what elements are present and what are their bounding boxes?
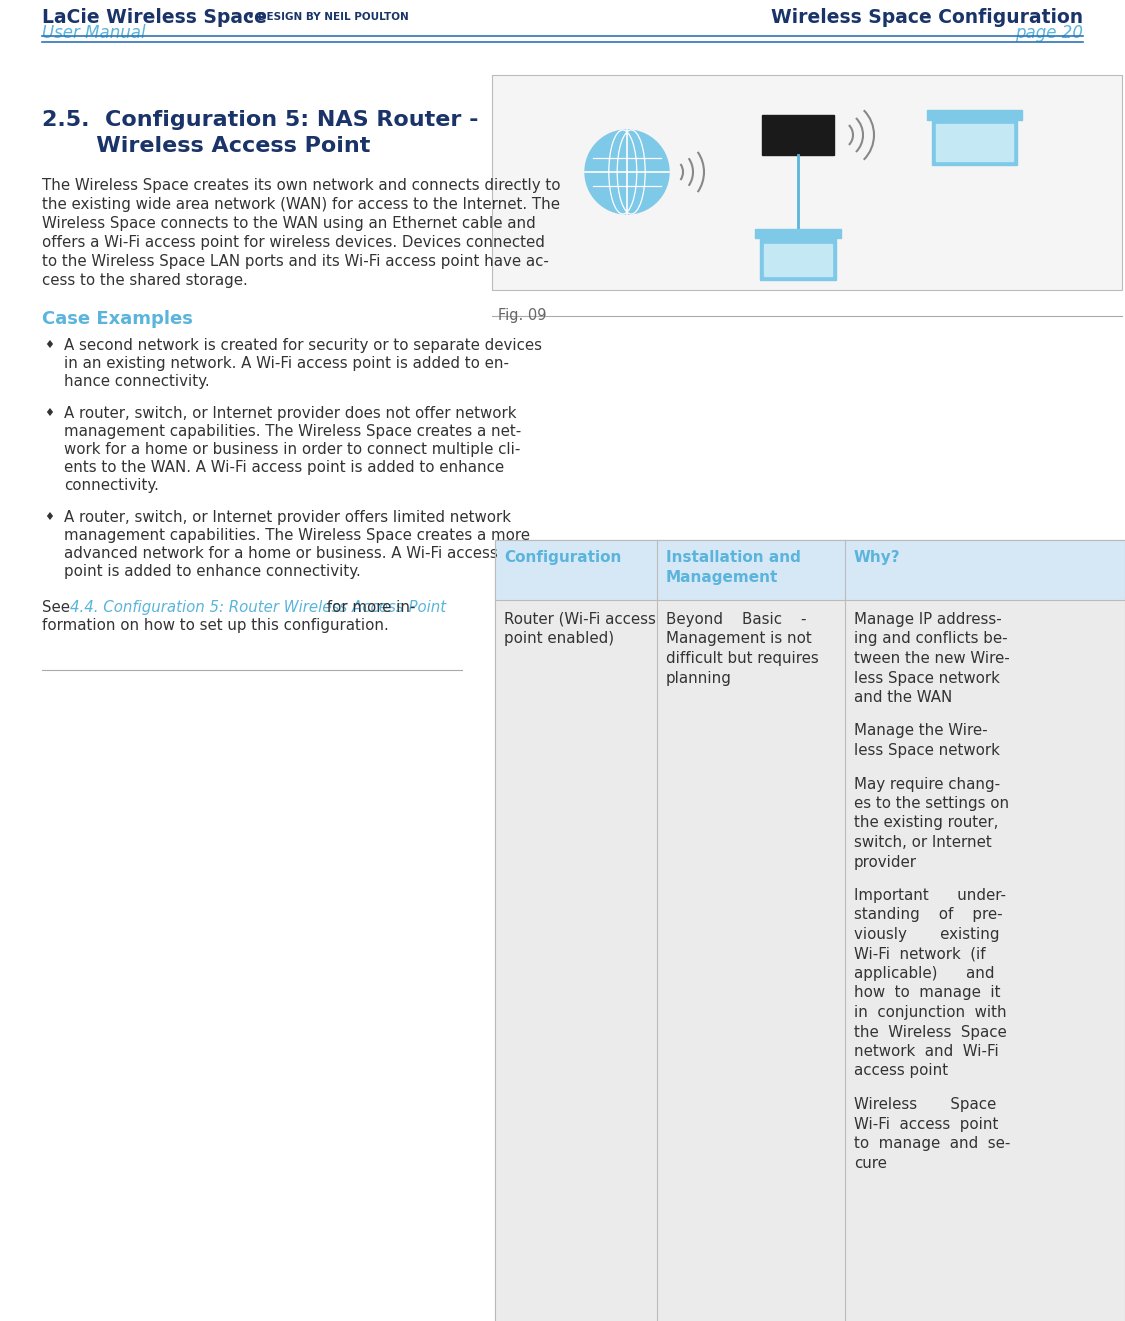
Text: Beyond    Basic    -: Beyond Basic - bbox=[666, 612, 807, 627]
Text: provider: provider bbox=[854, 855, 917, 869]
Text: Manage IP address-: Manage IP address- bbox=[854, 612, 1001, 627]
Text: Important      under-: Important under- bbox=[854, 888, 1006, 904]
Text: Case Examples: Case Examples bbox=[42, 310, 192, 328]
Text: management capabilities. The Wireless Space creates a more: management capabilities. The Wireless Sp… bbox=[64, 528, 530, 543]
Text: ing and conflicts be-: ing and conflicts be- bbox=[854, 631, 1008, 646]
Text: Wireless       Space: Wireless Space bbox=[854, 1096, 997, 1112]
Text: A second network is created for security or to separate devices: A second network is created for security… bbox=[64, 338, 542, 353]
Text: User Manual: User Manual bbox=[42, 24, 145, 42]
Bar bbox=[495, 540, 1125, 600]
Text: Router (Wi-Fi access: Router (Wi-Fi access bbox=[504, 612, 656, 627]
Text: See: See bbox=[42, 600, 74, 616]
Text: work for a home or business in order to connect multiple cli-: work for a home or business in order to … bbox=[64, 443, 521, 457]
Text: switch, or Internet: switch, or Internet bbox=[854, 835, 992, 849]
Text: the existing router,: the existing router, bbox=[854, 815, 998, 831]
Text: formation on how to set up this configuration.: formation on how to set up this configur… bbox=[42, 618, 389, 633]
Text: point enabled): point enabled) bbox=[504, 631, 614, 646]
Text: and the WAN: and the WAN bbox=[854, 690, 952, 705]
Text: Wi-Fi  access  point: Wi-Fi access point bbox=[854, 1116, 998, 1132]
Text: difficult but requires: difficult but requires bbox=[666, 651, 819, 666]
Text: ents to the WAN. A Wi-Fi access point is added to enhance: ents to the WAN. A Wi-Fi access point is… bbox=[64, 460, 504, 476]
Text: connectivity.: connectivity. bbox=[64, 478, 159, 493]
Text: point is added to enhance connectivity.: point is added to enhance connectivity. bbox=[64, 564, 361, 579]
Text: cure: cure bbox=[854, 1156, 886, 1170]
Text: Manage the Wire-: Manage the Wire- bbox=[854, 724, 988, 738]
Text: Management: Management bbox=[666, 569, 778, 585]
Bar bbox=[495, 540, 1125, 1321]
Text: offers a Wi-Fi access point for wireless devices. Devices connected: offers a Wi-Fi access point for wireless… bbox=[42, 235, 544, 250]
Bar bbox=[936, 124, 1013, 161]
Text: access point: access point bbox=[854, 1063, 948, 1078]
Text: Wi-Fi  network  (if: Wi-Fi network (if bbox=[854, 947, 986, 962]
Bar bbox=[495, 600, 1125, 1321]
Text: to  manage  and  se-: to manage and se- bbox=[854, 1136, 1010, 1151]
Text: A router, switch, or Internet provider offers limited network: A router, switch, or Internet provider o… bbox=[64, 510, 511, 524]
Bar bbox=[492, 75, 1122, 291]
Text: 2.5.  Configuration 5: NAS Router -: 2.5. Configuration 5: NAS Router - bbox=[42, 110, 478, 129]
Bar bbox=[932, 120, 1017, 165]
Text: network  and  Wi-Fi: network and Wi-Fi bbox=[854, 1044, 999, 1059]
Text: ♦: ♦ bbox=[44, 339, 54, 350]
Text: advanced network for a home or business. A Wi-Fi access: advanced network for a home or business.… bbox=[64, 546, 497, 561]
Text: viously       existing: viously existing bbox=[854, 927, 999, 942]
Text: LaCie Wireless Space: LaCie Wireless Space bbox=[42, 8, 267, 26]
Text: Wireless Space connects to the WAN using an Ethernet cable and: Wireless Space connects to the WAN using… bbox=[42, 217, 536, 231]
Text: standing    of    pre-: standing of pre- bbox=[854, 908, 1002, 922]
Text: Configuration: Configuration bbox=[504, 550, 621, 565]
Text: Why?: Why? bbox=[854, 550, 901, 565]
Text: in an existing network. A Wi-Fi access point is added to en-: in an existing network. A Wi-Fi access p… bbox=[64, 355, 508, 371]
Bar bbox=[764, 244, 832, 276]
Text: in  conjunction  with: in conjunction with bbox=[854, 1005, 1007, 1020]
Text: the  Wireless  Space: the Wireless Space bbox=[854, 1025, 1007, 1040]
Text: the existing wide area network (WAN) for access to the Internet. The: the existing wide area network (WAN) for… bbox=[42, 197, 560, 211]
Text: management capabilities. The Wireless Space creates a net-: management capabilities. The Wireless Sp… bbox=[64, 424, 521, 439]
Text: tween the new Wire-: tween the new Wire- bbox=[854, 651, 1010, 666]
Text: Wireless Access Point: Wireless Access Point bbox=[42, 136, 370, 156]
Text: ♦: ♦ bbox=[44, 408, 54, 417]
Bar bbox=[755, 229, 842, 238]
Text: Management is not: Management is not bbox=[666, 631, 812, 646]
Text: page 20: page 20 bbox=[1015, 24, 1083, 42]
Text: for more in-: for more in- bbox=[322, 600, 415, 616]
Text: A router, switch, or Internet provider does not offer network: A router, switch, or Internet provider d… bbox=[64, 406, 516, 421]
Text: es to the settings on: es to the settings on bbox=[854, 797, 1009, 811]
Circle shape bbox=[585, 129, 669, 214]
Text: less Space network: less Space network bbox=[854, 671, 1000, 686]
Text: 4.4. Configuration 5: Router Wireless Access Point: 4.4. Configuration 5: Router Wireless Ac… bbox=[70, 600, 447, 616]
Text: Installation and: Installation and bbox=[666, 550, 801, 565]
Text: less Space network: less Space network bbox=[854, 742, 1000, 758]
Bar bbox=[927, 110, 1022, 120]
Text: to the Wireless Space LAN ports and its Wi-Fi access point have ac-: to the Wireless Space LAN ports and its … bbox=[42, 254, 549, 269]
Text: hance connectivity.: hance connectivity. bbox=[64, 374, 209, 388]
Text: applicable)      and: applicable) and bbox=[854, 966, 994, 982]
Text: Wireless Space Configuration: Wireless Space Configuration bbox=[771, 8, 1083, 26]
Text: The Wireless Space creates its own network and connects directly to: The Wireless Space creates its own netwo… bbox=[42, 178, 560, 193]
Bar bbox=[760, 238, 836, 280]
Text: May require chang-: May require chang- bbox=[854, 777, 1000, 791]
Text: ♦: ♦ bbox=[44, 513, 54, 522]
Text: cess to the shared storage.: cess to the shared storage. bbox=[42, 273, 248, 288]
Text: Fig. 09: Fig. 09 bbox=[498, 308, 547, 324]
Bar bbox=[762, 115, 834, 155]
Text: • DESIGN BY NEIL POULTON: • DESIGN BY NEIL POULTON bbox=[244, 12, 408, 22]
Text: planning: planning bbox=[666, 671, 732, 686]
Text: how  to  manage  it: how to manage it bbox=[854, 985, 1000, 1000]
